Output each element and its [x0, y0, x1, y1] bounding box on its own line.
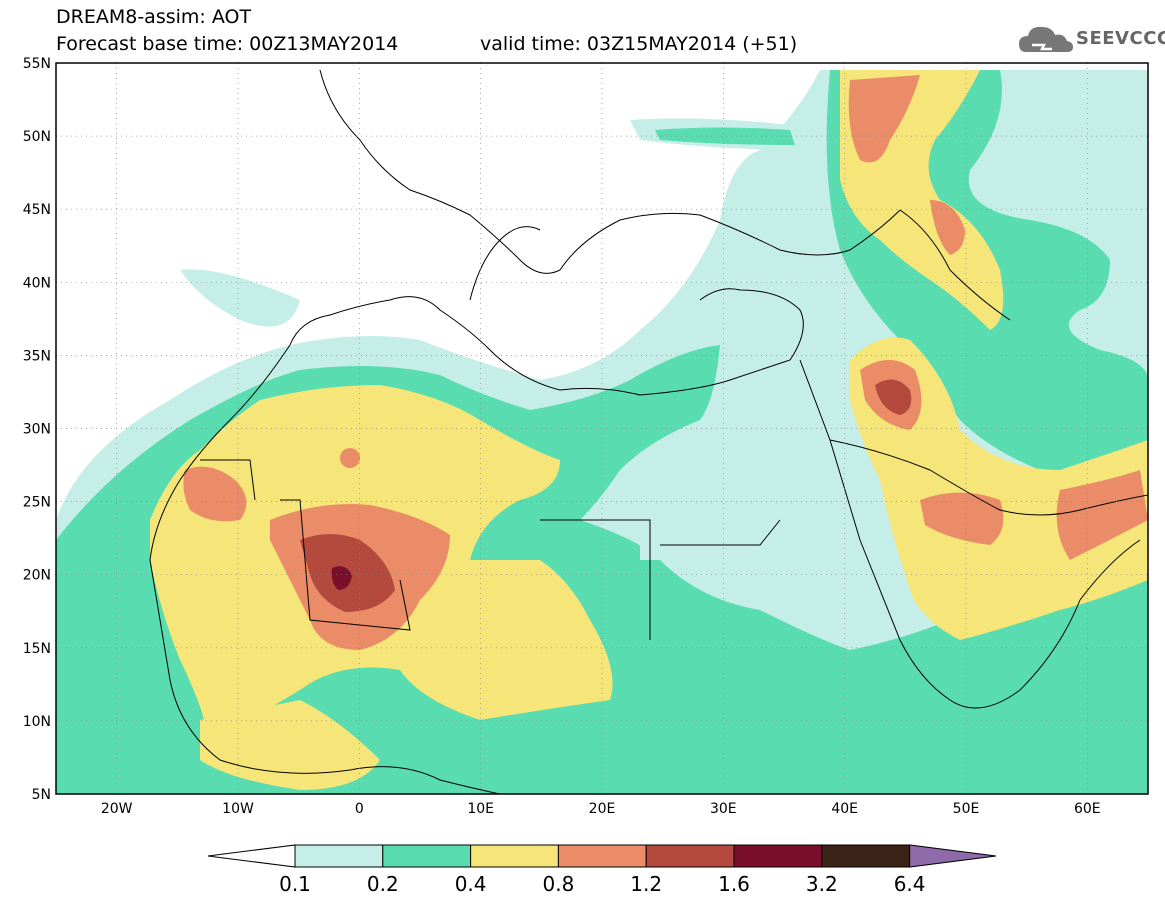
lat-label: 5N	[32, 787, 51, 803]
lon-label: 40E	[831, 801, 858, 817]
forecast-base-time: Forecast base time: 00Z13MAY2014	[56, 33, 399, 55]
lat-label: 30N	[23, 422, 51, 438]
map-frame	[55, 62, 1149, 795]
lon-label: 10W	[222, 801, 254, 817]
latitude-labels: 55N 50N 45N 40N 35N 30N 25N 20N 15N 10N 5N	[23, 56, 51, 803]
colorbar-label: 0.2	[366, 872, 399, 896]
cloud-logo-icon	[1019, 26, 1073, 52]
colorbar-label: 0.8	[542, 872, 575, 896]
lat-label: 35N	[23, 348, 51, 364]
colorbar-label: 0.1	[279, 872, 311, 896]
colorbar-segment	[382, 844, 472, 868]
colorbar-segment	[733, 844, 823, 868]
colorbar-segment	[294, 844, 384, 868]
lat-label: 20N	[23, 568, 51, 584]
lat-label: 40N	[23, 275, 51, 291]
lat-label: 10N	[23, 714, 51, 730]
lon-label: 20E	[589, 801, 616, 817]
lat-label: 15N	[23, 641, 51, 657]
colorbar-label: 0.4	[454, 872, 487, 896]
colorbar-segment	[557, 844, 647, 868]
lon-label: 10E	[467, 801, 494, 817]
lat-label: 55N	[23, 56, 51, 72]
longitude-labels: 20W 10W 0 10E 20E 30E 40E 50E 60E	[101, 801, 1101, 817]
lon-label: 50E	[953, 801, 980, 817]
lon-label: 20W	[101, 801, 133, 817]
colorbar-segment	[821, 844, 911, 868]
colorbar-segment	[470, 844, 559, 868]
logo-text: SEEVCCC	[1076, 28, 1165, 49]
coastlines	[149, 69, 1148, 794]
colorbar-segment	[645, 844, 735, 868]
lat-label: 25N	[23, 495, 51, 511]
lat-label: 45N	[23, 202, 51, 218]
chart-title: DREAM8-assim: AOT	[56, 6, 252, 28]
lon-label: 60E	[1074, 801, 1101, 817]
seevccc-logo: SEEVCCC	[1018, 22, 1165, 56]
colorbar-label: 3.2	[805, 872, 838, 896]
colorbar-label: 1.6	[718, 872, 750, 896]
colorbar-label: 6.4	[893, 872, 926, 896]
lon-label: 30E	[710, 801, 737, 817]
colorbar-arrow-low	[207, 844, 296, 868]
colorbar	[207, 844, 997, 868]
lat-label: 50N	[23, 129, 51, 145]
lon-label: 0	[355, 801, 364, 817]
valid-time: valid time: 03Z15MAY2014 (+51)	[480, 33, 798, 55]
colorbar-label: 1.2	[630, 872, 663, 896]
colorbar-arrow-high	[909, 844, 997, 868]
